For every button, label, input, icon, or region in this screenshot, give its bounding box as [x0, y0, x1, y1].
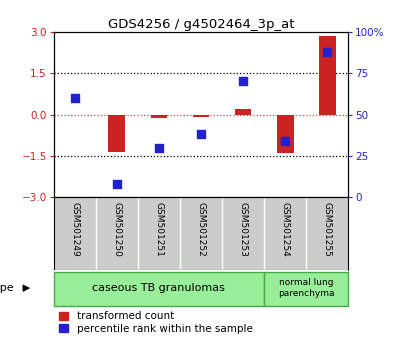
Bar [264, 272, 348, 306]
Text: GSM501249: GSM501249 [70, 202, 79, 257]
Bar [108, 115, 125, 152]
Text: GSM501254: GSM501254 [281, 202, 290, 257]
Bar [319, 36, 336, 115]
Text: GSM501253: GSM501253 [238, 202, 248, 257]
Text: normal lung
parenchyma: normal lung parenchyma [278, 279, 334, 298]
Bar [54, 272, 264, 306]
Point [114, 181, 120, 187]
Text: cell type: cell type [0, 283, 14, 293]
Bar [235, 109, 252, 115]
Bar [150, 115, 167, 118]
Text: GSM501255: GSM501255 [323, 202, 332, 257]
Text: GSM501251: GSM501251 [154, 202, 164, 257]
Bar [193, 115, 209, 117]
Point [240, 79, 246, 84]
Point [324, 49, 330, 55]
Point [282, 138, 288, 144]
Point [72, 95, 78, 101]
Point [156, 145, 162, 150]
Title: GDS4256 / g4502464_3p_at: GDS4256 / g4502464_3p_at [108, 18, 294, 31]
Bar [277, 115, 294, 153]
Point [198, 132, 204, 137]
Text: GSM501250: GSM501250 [112, 202, 121, 257]
Legend: transformed count, percentile rank within the sample: transformed count, percentile rank withi… [59, 311, 252, 334]
Text: caseous TB granulomas: caseous TB granulomas [92, 283, 225, 293]
Text: GSM501252: GSM501252 [197, 202, 205, 257]
